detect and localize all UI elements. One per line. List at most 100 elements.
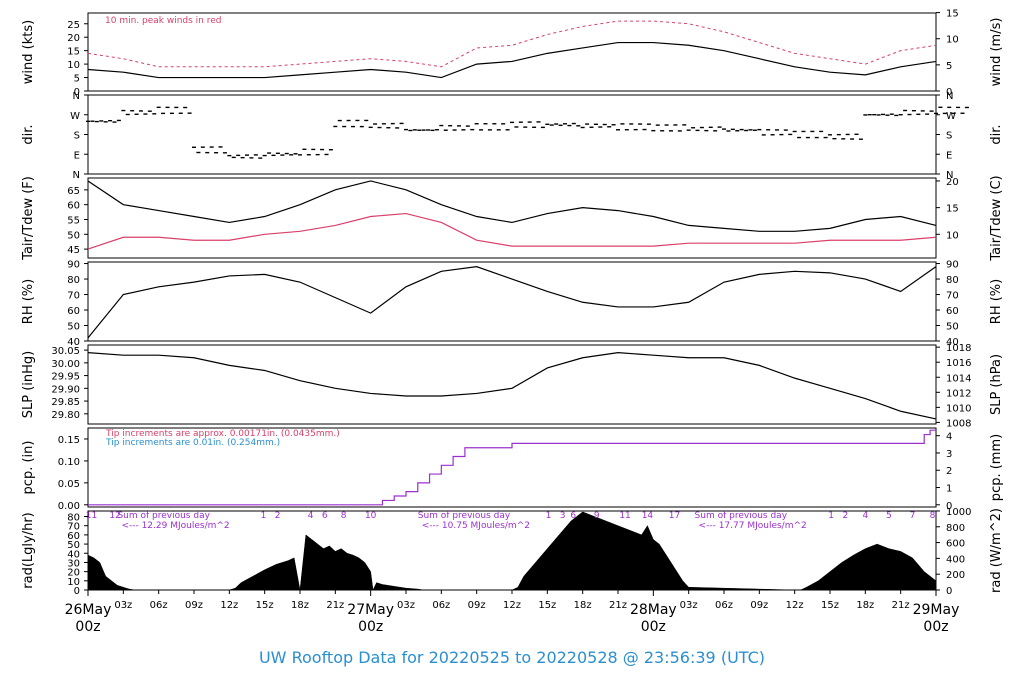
x-ticklabel: 12z (786, 600, 804, 611)
x-ticklabel: 21z (609, 600, 627, 611)
temp-frame (87, 177, 937, 259)
temp-series-line-red (87, 212, 937, 250)
x-ticklabel: 15z (821, 600, 839, 611)
rad-ticklabel-left: 70 (67, 522, 80, 533)
slp-ticklabel-right: 1008 (946, 418, 971, 429)
pcp-ticklabel-left: 0.05 (58, 479, 80, 490)
rh-ticklabel-right: 70 (946, 291, 959, 302)
pcp-ylabel-left: pcp. (in) (21, 441, 36, 495)
wind-ticklabel-left: 0 (74, 87, 80, 98)
dir-frame (87, 94, 937, 175)
wind-ticklabel-right: 5 (946, 61, 952, 72)
temp-ticklabel-right: 15 (946, 204, 959, 215)
rad-hour-label: 17 (669, 511, 680, 521)
rad-ticklabel-right: 0 (946, 586, 952, 597)
rad-daily-sum-title: Sum of previous day (695, 511, 788, 521)
dir-ticklabel-right: N (946, 91, 953, 102)
dir-ticklabel-left: S (74, 131, 80, 142)
rad-hour-label: 4 (308, 511, 314, 521)
temp-ticklabel-left: 50 (67, 230, 80, 241)
rad-hour-label: 9 (594, 511, 600, 521)
slp-ticklabel-left: 29.85 (51, 397, 80, 408)
temp-ticklabel-left: 55 (67, 215, 80, 226)
x-ticklabel: 06z (150, 600, 168, 611)
rad-hour-label: 2 (275, 511, 281, 521)
rad-daily-sum-value: <--- 10.75 MJoules/m^2 (422, 521, 530, 531)
pcp-ticklabel-right: 1 (946, 484, 952, 495)
rad-ticklabel-right: 600 (946, 539, 965, 550)
pcp-ticklabel-right: 3 (946, 449, 952, 460)
x-ticklabel: 18z (291, 600, 309, 611)
dir-ticklabel-right: W (946, 111, 956, 122)
rad-hour-label: 7 (910, 511, 916, 521)
wind-ticklabel-right: 10 (946, 35, 959, 46)
rad-hour-label: 1 (546, 511, 552, 521)
rh-ticklabel-right: 60 (946, 306, 959, 317)
rh-ticklabel-right: 50 (946, 322, 959, 333)
rad-hour-label: 11 (619, 511, 630, 521)
x-hour-label: 00z (358, 619, 383, 635)
rad-hour-label: 3 (560, 511, 566, 521)
page-title: UW Rooftop Data for 20220525 to 20220528… (258, 648, 766, 667)
rad-hour-label: 2 (842, 511, 848, 521)
rad-hour-label: 4 (862, 511, 868, 521)
rad-ticklabel-left: 0 (74, 586, 80, 597)
rad-daily-sum-value: <--- 17.77 MJoules/m^2 (699, 521, 807, 531)
slp-series-line-black (87, 352, 937, 420)
pcp-series-line-purple (88, 429, 936, 506)
dir-ticklabel-right: E (946, 150, 952, 161)
x-ticklabel: 18z (856, 600, 874, 611)
rad-ticklabel-left: 50 (67, 540, 80, 551)
rad-ticklabel-left: 30 (67, 558, 80, 569)
wind-series-line-red (87, 20, 937, 68)
temp-ticklabel-right: 20 (946, 177, 959, 188)
temp-ticklabel-right: 10 (946, 230, 959, 241)
dir-ticklabel-right: N (946, 170, 953, 181)
x-ticklabel: 15z (538, 600, 556, 611)
slp-ticklabel-left: 30.05 (51, 346, 80, 357)
slp-ticklabel-right: 1012 (946, 388, 971, 399)
temp-ylabel-right: Tair/Tdew (C) (989, 175, 1004, 261)
dir-ticklabel-right: S (946, 131, 952, 142)
dir-ticklabel-left: N (73, 91, 80, 102)
wind-ticklabel-left: 5 (74, 74, 80, 85)
wind-ticklabel-left: 25 (67, 20, 80, 31)
x-ticklabel: 18z (574, 600, 592, 611)
temp-ylabel-left: Tair/Tdew (F) (21, 176, 36, 261)
rad-ticklabel-left: 20 (67, 568, 80, 579)
rad-ticklabel-left: 80 (67, 513, 80, 524)
dir-ticklabel-left: N (73, 170, 80, 181)
pcp-frame (87, 427, 937, 508)
slp-ticklabel-right: 1018 (946, 343, 971, 354)
x-ticklabel: 09z (468, 600, 486, 611)
rad-hour-label: 8 (341, 511, 347, 521)
pcp-note-tip-approx: Tip increments are approx. 0.00171in. (0… (105, 429, 340, 439)
rad-ticklabel-right: 400 (946, 554, 965, 565)
slp-ticklabel-left: 29.80 (51, 410, 80, 421)
wind-series-line-black (87, 41, 937, 79)
pcp-ticklabel-left: 0.10 (58, 457, 80, 468)
rh-frame (87, 261, 937, 342)
x-ticklabel: 03z (114, 600, 132, 611)
wind-annotation: 10 min. peak winds in red (105, 16, 222, 26)
rh-series-line-black (87, 266, 937, 339)
rh-ticklabel-left: 40 (67, 337, 80, 348)
pcp-ticklabel-right: 2 (946, 466, 952, 477)
x-hour-label: 00z (923, 619, 948, 635)
rad-ylabel-right: rad (W/m^2) (989, 508, 1004, 593)
temp-ticklabel-left: 60 (67, 201, 80, 212)
wind-ticklabel-left: 10 (67, 60, 80, 71)
x-ticklabel: 15z (256, 600, 274, 611)
rh-ticklabel-left: 60 (67, 306, 80, 317)
wind-ticklabel-left: 20 (67, 33, 80, 44)
rad-ticklabel-left: 10 (67, 577, 80, 588)
rh-ticklabel-left: 80 (67, 275, 80, 286)
wind-ticklabel-right: 15 (946, 9, 959, 20)
rh-ticklabel-left: 70 (67, 291, 80, 302)
x-date-label: 27May (347, 602, 394, 618)
rad-hour-label: 1 (261, 511, 267, 521)
dir-ticklabel-left: W (70, 111, 80, 122)
dir-ticklabel-left: E (74, 150, 80, 161)
rad-series-area (87, 511, 937, 591)
